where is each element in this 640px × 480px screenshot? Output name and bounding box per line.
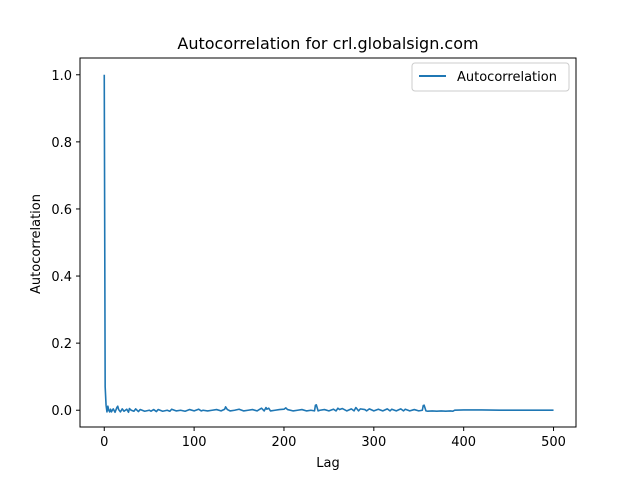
legend-label: Autocorrelation: [457, 70, 557, 85]
y-tick-label: 0.2: [51, 337, 72, 352]
chart-title: Autocorrelation for crl.globalsign.com: [177, 34, 478, 53]
y-tick-label: 0.4: [51, 270, 72, 285]
legend: Autocorrelation: [411, 62, 570, 92]
y-axis: 0.0 0.2 0.4 0.6 0.8 1.0: [51, 69, 80, 419]
x-tick-label: 300: [361, 435, 386, 450]
y-tick-label: 0.0: [51, 404, 72, 419]
x-tick-label: 400: [451, 435, 476, 450]
series-line-0: [103, 74, 554, 414]
y-axis-label: Autocorrelation: [29, 194, 44, 294]
x-axis: 0 100 200 300 400 500: [100, 427, 566, 450]
y-tick-label: 0.8: [51, 136, 72, 151]
x-axis-label: Lag: [316, 456, 339, 471]
x-tick-label: 500: [541, 435, 566, 450]
x-tick-label: 200: [272, 435, 297, 450]
y-tick-label: 1.0: [51, 69, 72, 84]
y-tick-label: 0.6: [51, 203, 72, 218]
x-tick-label: 0: [100, 435, 108, 450]
legend-box: [411, 62, 570, 92]
plot-area: [79, 57, 577, 428]
plot-frame: [79, 57, 577, 428]
x-tick-label: 100: [182, 435, 207, 450]
